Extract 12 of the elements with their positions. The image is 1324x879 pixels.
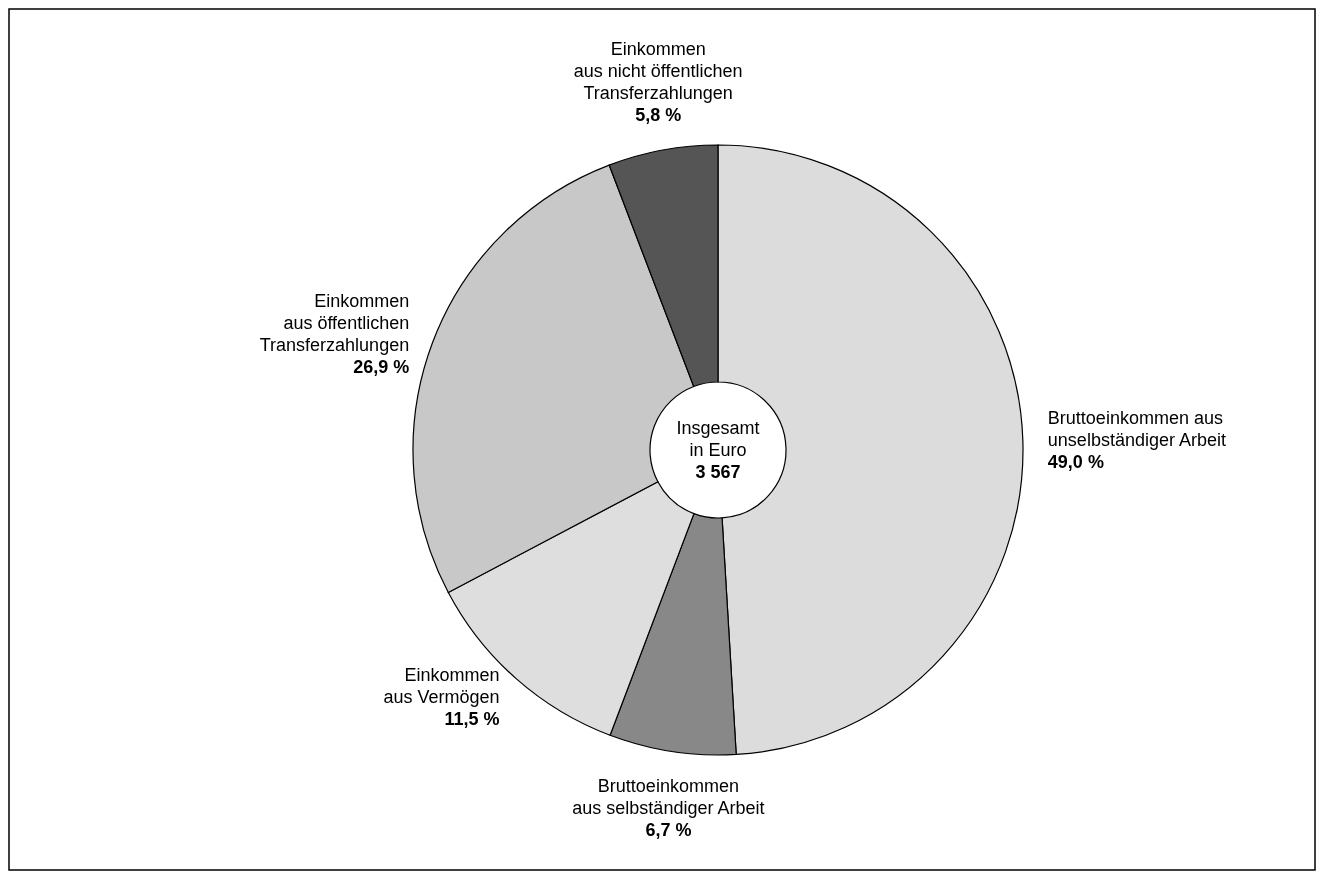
data-label: 49,0 %: [1047, 452, 1104, 473]
slice-label: Bruttoeinkommen aus unselbständiger Arbeit: [1047, 408, 1226, 451]
data-label: 5,8 %: [635, 105, 682, 126]
text: Insgesamt in Euro: [676, 418, 760, 460]
slice-label: Einkommen aus nicht öffentlichen Transferzahlungen: [573, 39, 743, 104]
slice-label: Bruttoeinkommen aus selbständiger Arbeit: [572, 776, 765, 819]
text: 3 567: [695, 462, 741, 482]
slice-label: Einkommen aus Vermögen: [383, 665, 500, 708]
slice-label: Einkommen aus öffentlichen Transferzahlungen: [259, 290, 410, 355]
data-label: 26,9 %: [353, 356, 410, 377]
data-label: 11,5 %: [444, 709, 500, 730]
data-label: 6,7 %: [645, 820, 692, 841]
